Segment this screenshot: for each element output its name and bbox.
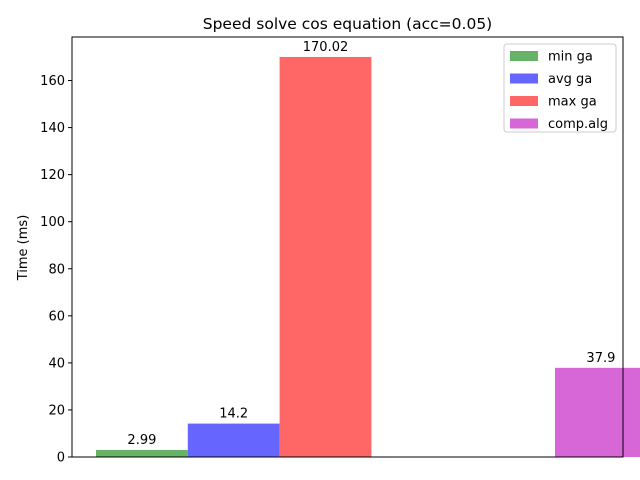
legend-swatch-max-ga [510,96,538,106]
bar-value-label-min-ga: 2.99 [127,433,156,448]
legend-swatch-avg-ga [510,73,538,84]
legend-label-comp-alg: comp.alg [548,117,608,132]
bar-value-label-avg-ga: 14.2 [219,407,248,422]
y-tick-label: 140 [40,121,65,136]
y-tick-label: 120 [40,168,65,183]
legend-label-min-ga: min ga [548,50,593,65]
y-axis-label: Time (ms) [16,215,31,282]
legend-swatch-min-ga [510,51,538,61]
legend-swatch-comp-alg [510,118,538,129]
legend: min ga avg ga max ga comp.alg [503,43,617,133]
bar-labels-group: 2.99 14.2 170.02 37.9 [127,40,615,448]
bar-avg-ga [187,423,280,457]
legend-box [503,43,617,133]
bar-max-ga [279,56,372,457]
bar-min-ga [96,449,188,457]
legend-label-max-ga: max ga [548,95,597,110]
bar-value-label-max-ga: 170.02 [303,40,349,55]
plot-frame [71,36,624,458]
y-tick-label: 100 [40,215,65,230]
y-tick-label: 40 [48,356,65,371]
bar-comp-alg [555,367,640,457]
bars-group [96,56,640,457]
y-tick-label: 80 [48,262,65,277]
y-tick-label: 60 [48,309,65,324]
y-axis-ticks: 0 20 40 60 80 100 120 140 160 [40,74,72,466]
chart-title: Speed solve cos equation (acc=0.05) [203,15,492,33]
y-tick-label: 20 [48,403,65,418]
legend-label-avg-ga: avg ga [548,72,592,87]
bar-value-label-comp-alg: 37.9 [586,351,615,366]
y-tick-label: 0 [57,451,65,466]
y-tick-label: 160 [40,74,65,89]
